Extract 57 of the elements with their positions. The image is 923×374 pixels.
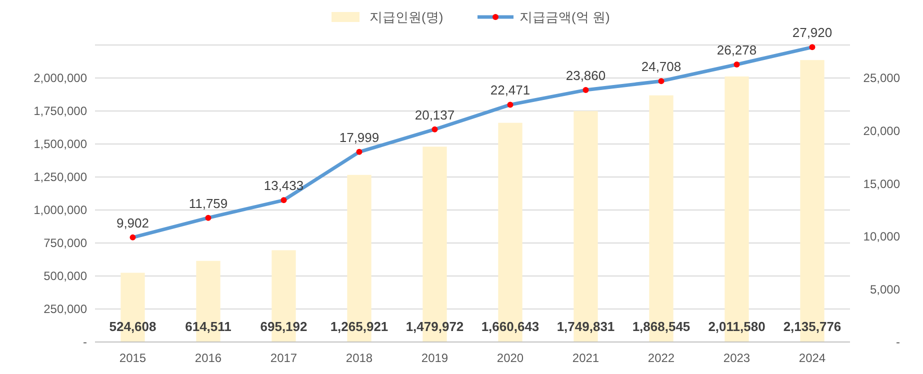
x-tick-label: 2018 — [346, 351, 373, 365]
point — [658, 78, 664, 84]
data-label: 23,860 — [566, 68, 606, 84]
data-label: 22,471 — [490, 82, 530, 98]
data-label: 1,265,921 — [330, 319, 388, 334]
data-label: 17,999 — [339, 130, 380, 145]
point — [130, 234, 136, 240]
data-label: 13,433 — [264, 178, 304, 194]
data-label: 20,137 — [414, 107, 455, 122]
x-tick-label: 2016 — [194, 351, 222, 365]
legend-label: 지급금액(억 원) — [520, 10, 610, 25]
y2-tick-label: 15,000 — [863, 176, 900, 191]
point — [582, 87, 589, 94]
point — [356, 148, 362, 155]
data-label: 11,759 — [188, 196, 228, 211]
point — [734, 62, 740, 68]
x-tick-label: 2017 — [270, 351, 298, 365]
y-tick-label: - — [83, 335, 87, 350]
x-tick-label: 2019 — [421, 351, 448, 365]
y2-tick-label: - — [896, 335, 900, 350]
x-tick-label: 2015 — [119, 351, 146, 365]
data-label: 9,902 — [116, 215, 150, 230]
y-tick-label: 2,000,000 — [34, 71, 88, 86]
x-tick-label: 2022 — [648, 351, 675, 365]
x-tick-label: 2024 — [798, 351, 826, 365]
y2-tick-label: 10,000 — [863, 230, 900, 244]
y-tick-label: 1,000,000 — [34, 203, 88, 218]
data-label: 2,011,580 — [708, 319, 766, 334]
x-tick-label: 2021 — [572, 351, 600, 365]
data-label: 1,479,972 — [406, 319, 464, 334]
data-label: 1,749,831 — [556, 319, 615, 334]
legend-label: 지급인원(명) — [370, 10, 444, 25]
data-label: 695,192 — [260, 319, 308, 334]
point — [205, 214, 212, 221]
x-tick-label: 2020 — [496, 351, 524, 365]
y2-tick-label: 25,000 — [863, 71, 900, 86]
data-label: 524,608 — [109, 319, 156, 334]
point — [507, 102, 514, 108]
y-tick-label: 1,500,000 — [34, 137, 88, 152]
data-label: 1,660,643 — [481, 319, 540, 334]
data-label: 27,920 — [792, 25, 832, 40]
y-tick-label: 1,250,000 — [34, 170, 88, 184]
y2-tick-label: 5,000 — [870, 282, 900, 296]
y-tick-label: 250,000 — [44, 302, 88, 316]
data-label: 24,708 — [641, 59, 682, 74]
point — [809, 44, 816, 50]
y2-tick-label: 20,000 — [863, 124, 900, 138]
data-label: 26,278 — [716, 42, 757, 58]
point — [280, 197, 287, 204]
data-label: 2,135,776 — [783, 319, 842, 334]
point — [432, 126, 438, 132]
y-tick-label: 1,750,000 — [34, 104, 88, 118]
y-tick-label: 500,000 — [44, 269, 88, 284]
y-tick-label: 750,000 — [44, 236, 88, 250]
data-label: 1,868,545 — [632, 319, 690, 334]
x-tick-label: 2023 — [723, 351, 750, 365]
data-label: 614,511 — [185, 319, 232, 334]
